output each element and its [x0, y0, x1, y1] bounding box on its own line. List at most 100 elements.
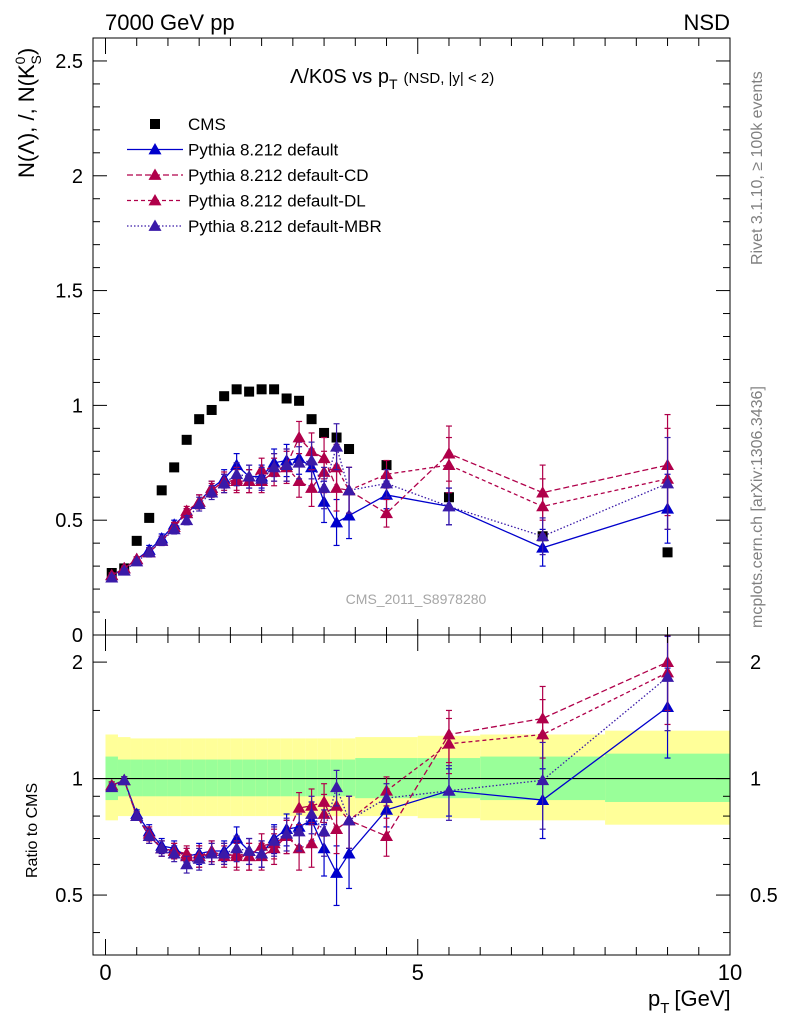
series-point: [292, 431, 306, 443]
legend-cms-marker: [150, 119, 160, 129]
series-point: [142, 545, 156, 558]
band-inner-bin: [230, 759, 243, 797]
ratio-point: [330, 822, 344, 835]
band-inner-bin: [192, 759, 206, 797]
ratio-point: [380, 791, 394, 804]
chart-title-suffix: (NSD, |y| < 2): [404, 70, 495, 87]
series-point: [255, 472, 269, 484]
series-point: [536, 529, 550, 542]
band-inner-bin: [292, 759, 306, 797]
ratio-tick-label-right: 2: [750, 652, 761, 674]
series-point: [280, 458, 294, 470]
x-axis-label-suffix: [GeV]: [674, 986, 730, 1011]
ratio-point: [192, 852, 206, 864]
series-point: [305, 453, 319, 466]
ratio-point: [280, 827, 294, 839]
cms-data-point: [269, 384, 280, 395]
y-tick-label: 2.5: [55, 51, 83, 73]
legend-marker: [148, 168, 162, 180]
band-inner-bin: [305, 759, 318, 797]
chart-title-subscript: T: [389, 76, 398, 92]
series-point: [105, 571, 119, 583]
ratio-point: [217, 847, 231, 859]
ratio-uncertainty-band: [93, 730, 730, 825]
cms-data-point: [294, 395, 305, 406]
ratio-point: [117, 773, 131, 786]
x-tick-label: 0: [99, 960, 111, 985]
series-point: [180, 513, 194, 526]
band-inner-bin: [205, 759, 218, 797]
ratio-point: [292, 801, 306, 813]
cms-data-point: [219, 391, 230, 402]
series-point: [230, 467, 244, 480]
band-inner-bin: [142, 759, 156, 797]
series-point: [442, 458, 456, 470]
ratio-point: [330, 780, 344, 793]
ratio-point: [142, 829, 156, 842]
band-inner-bin: [342, 759, 356, 797]
series-point: [661, 476, 675, 489]
series-point: [267, 460, 281, 473]
legend-marker: [148, 143, 162, 155]
cms-data-point: [194, 414, 205, 425]
series-point: [117, 564, 131, 576]
ratio-tick-label-right: 0.5: [750, 885, 778, 907]
cms-data-point: [306, 414, 317, 425]
analysis-watermark: CMS_2011_S8978280: [346, 591, 487, 607]
band-inner-bin: [242, 759, 256, 797]
band-inner-bin: [267, 759, 281, 797]
series-point: [342, 483, 356, 496]
series-point: [442, 499, 456, 512]
x-tick-label: 10: [718, 960, 742, 985]
y-tick-label: 0.5: [55, 510, 83, 532]
ratio-point: [242, 844, 256, 856]
ratio-panel-axes: 0 5 10 0.5 0.5 1 1 2 2: [55, 635, 778, 985]
y-axis-label-main: N(Λ), /, N(K: [14, 64, 39, 178]
ratio-axis-label: Ratio to CMS: [24, 783, 41, 878]
ratio-point: [305, 836, 319, 849]
cms-data-point: [181, 434, 192, 445]
cms-data-point: [169, 462, 180, 473]
cms-data-point: [662, 547, 673, 558]
y-axis-label: N(Λ), /, N(K0S): [12, 48, 44, 178]
main-panel-axes: 0 0.5 1 1.5 2 2.5: [55, 38, 731, 647]
ratio-tick-label-right: 1: [750, 769, 761, 791]
y-axis-label-subscript: S: [28, 55, 44, 64]
ratio-point: [230, 841, 244, 854]
ratio-tick-label: 1: [72, 769, 83, 791]
band-inner-bin: [130, 759, 143, 797]
ratio-point: [305, 807, 319, 819]
chart-title: Λ/K0S vs pT (NSD, |y| < 2): [290, 66, 494, 92]
series-point: [536, 499, 550, 512]
cms-data-point: [144, 512, 155, 523]
header-left-label: 7000 GeV pp: [105, 10, 235, 35]
ratio-point: [205, 847, 219, 859]
band-inner-bin: [217, 759, 231, 797]
series-point: [330, 515, 344, 528]
y-tick-label: 2: [72, 166, 83, 188]
legend: CMS Pythia 8.212 default Pythia 8.212 defa…: [127, 115, 382, 236]
cms-data-point: [344, 444, 355, 455]
series-point: [342, 509, 356, 521]
ratio-point: [105, 780, 119, 793]
cms-data-point: [244, 386, 255, 397]
series-point: [130, 555, 144, 567]
main-panel-marks: [105, 384, 675, 583]
ratio-point: [342, 813, 356, 826]
ratio-point: [536, 773, 550, 786]
cms-data-point: [231, 384, 242, 395]
ratio-point: [180, 847, 194, 859]
band-inner-bin: [317, 759, 331, 797]
series-point: [292, 456, 306, 468]
rivet-version-label: Rivet 3.1.10, ≥ 100k events: [749, 71, 766, 265]
y-axis-label-superscript: 0: [12, 56, 28, 64]
ratio-point: [442, 737, 456, 749]
ratio-point: [155, 841, 169, 854]
series-point: [180, 504, 194, 516]
series-line: [111, 444, 668, 579]
series-point: [317, 481, 331, 493]
ratio-point: [167, 847, 181, 859]
y-tick-label: 0: [72, 625, 83, 647]
cms-data-point: [156, 485, 167, 496]
series-point: [205, 486, 219, 498]
